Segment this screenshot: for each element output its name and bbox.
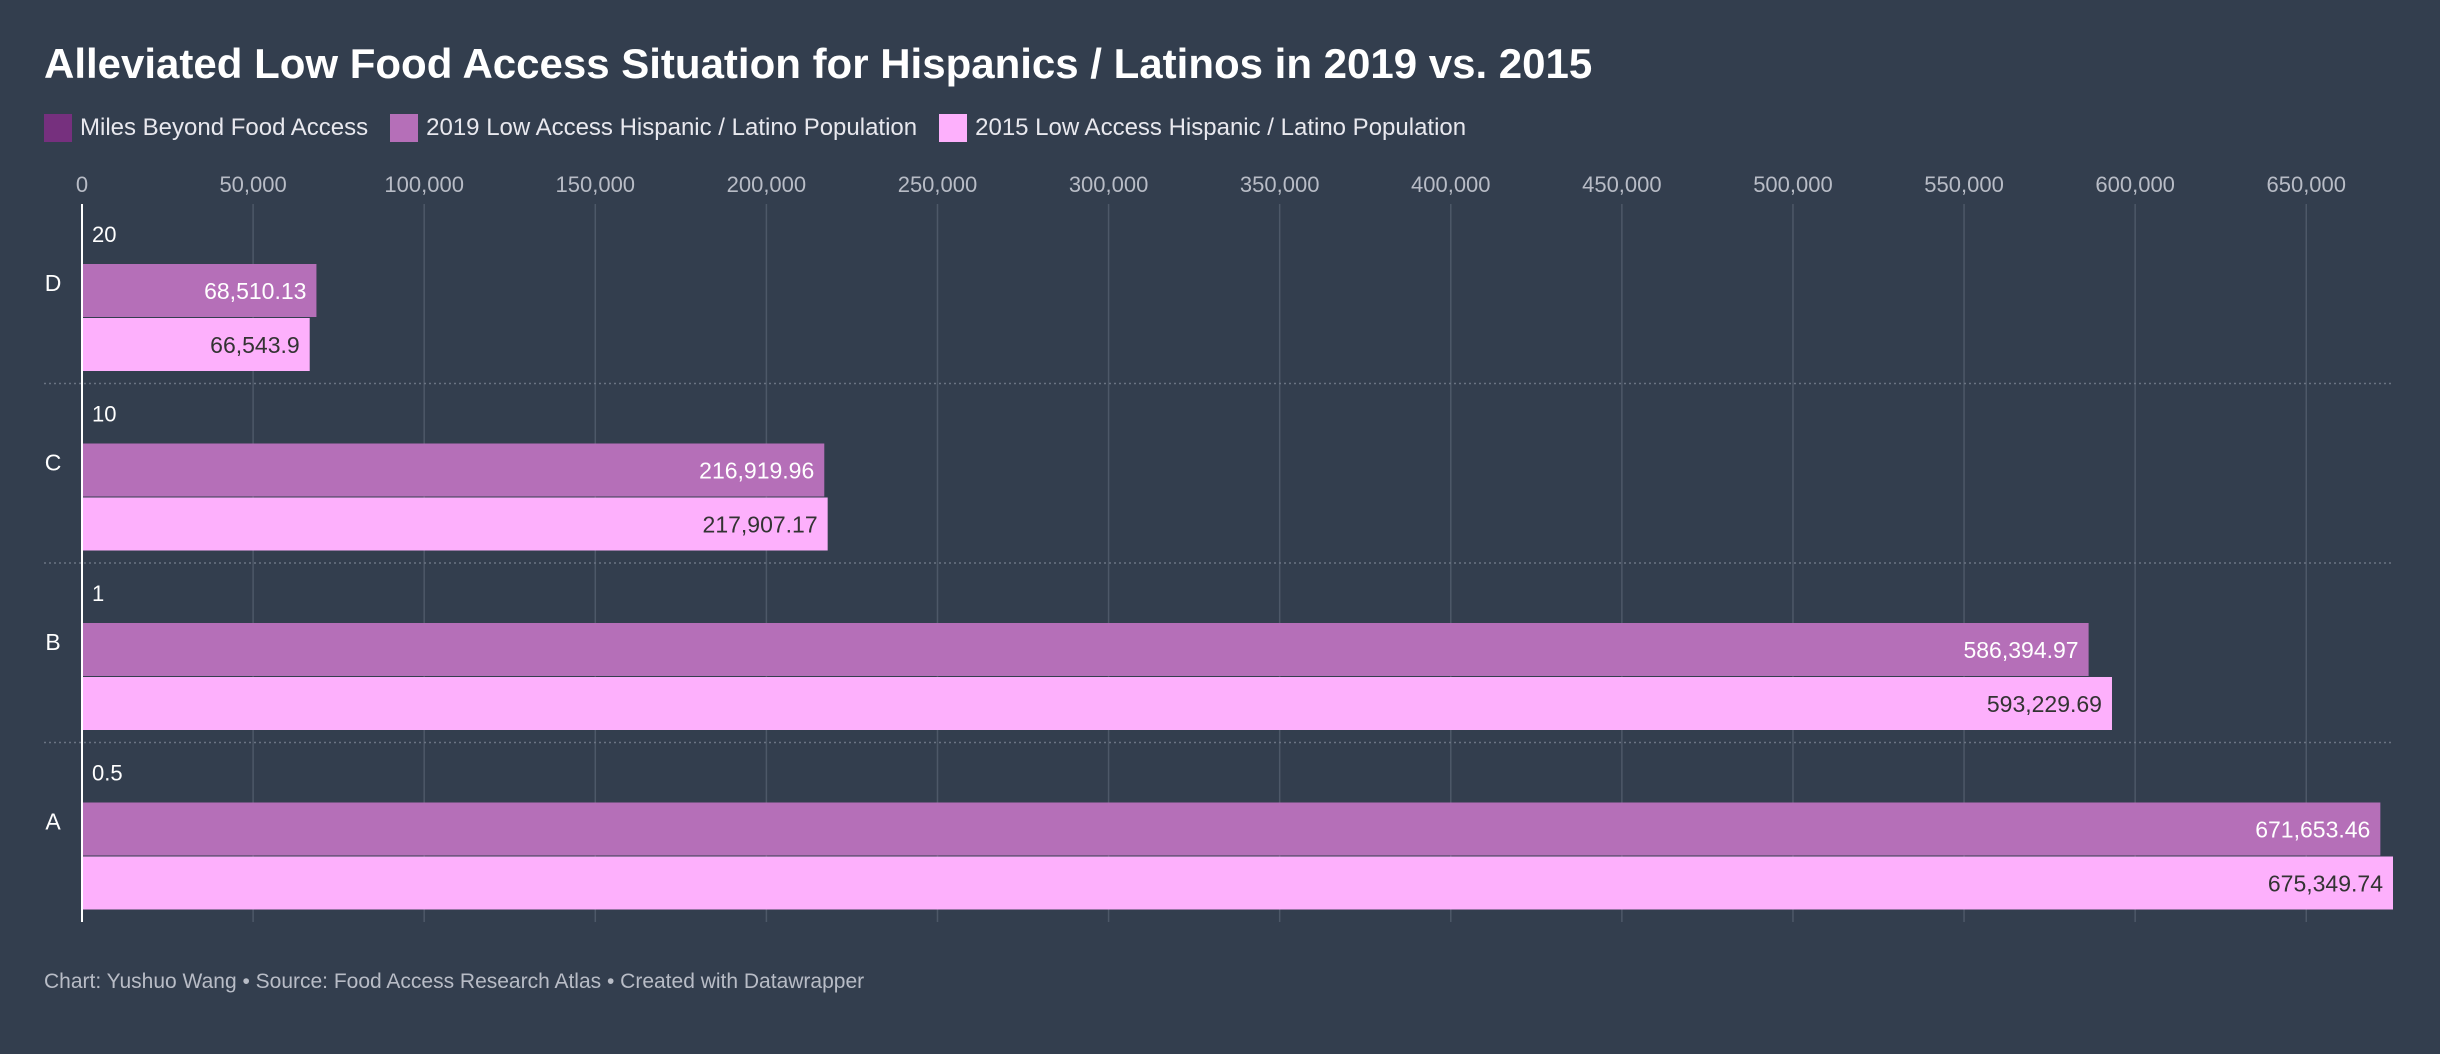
bar-2015: [82, 318, 310, 371]
chart-footer: Chart: Yushuo Wang • Source: Food Access…: [44, 970, 865, 993]
legend-item-2015: 2015 Low Access Hispanic / Latino Popula…: [939, 114, 1466, 142]
x-tick-label: 450,000: [1582, 172, 1662, 197]
bar-2015: [82, 856, 2393, 910]
legend-label-2019: 2019 Low Access Hispanic / Latino Popula…: [426, 114, 918, 141]
data-label-2019: 671,653.46: [2255, 817, 2370, 843]
chart-title: Alleviated Low Food Access Situation for…: [44, 40, 1593, 87]
legend: Miles Beyond Food Access 2019 Low Access…: [44, 114, 1488, 142]
legend-swatch-2015: [939, 114, 968, 142]
data-label-miles: 0.5: [92, 761, 123, 786]
x-tick-label: 650,000: [2266, 172, 2346, 197]
category-label: B: [45, 629, 60, 655]
data-label-miles: 20: [92, 222, 116, 247]
data-label-2019: 68,510.13: [204, 278, 306, 304]
x-tick-label: 50,000: [219, 172, 286, 197]
category-label: C: [45, 450, 62, 476]
x-tick-label: 500,000: [1753, 172, 1833, 197]
data-label-miles: 1: [92, 581, 104, 606]
x-tick-label: 400,000: [1411, 172, 1491, 197]
data-label-2015: 66,543.9: [210, 332, 300, 358]
x-tick-label: 0: [76, 172, 88, 197]
x-tick-label: 150,000: [556, 172, 636, 197]
x-tick-label: 250,000: [898, 172, 978, 197]
x-tick-label: 550,000: [1924, 172, 2004, 197]
bar-2015: [82, 497, 828, 551]
bar-2015: [82, 677, 2112, 730]
legend-label-miles: Miles Beyond Food Access: [80, 114, 369, 141]
bar-2019: [82, 802, 2381, 856]
x-tick-label: 300,000: [1069, 172, 1149, 197]
bar-2019: [82, 443, 825, 497]
legend-swatch-miles: [44, 114, 72, 142]
x-tick-label: 200,000: [727, 172, 807, 197]
legend-item-2019: 2019 Low Access Hispanic / Latino Popula…: [390, 114, 917, 142]
data-label-2019: 586,394.97: [1963, 637, 2078, 663]
data-label-2015: 217,907.17: [703, 512, 818, 538]
category-label: D: [45, 270, 62, 296]
legend-swatch-2019: [390, 114, 419, 142]
bar-2019: [82, 623, 2089, 676]
data-label-2015: 593,229.69: [1987, 691, 2102, 717]
legend-label-2015: 2015 Low Access Hispanic / Latino Popula…: [975, 114, 1467, 141]
legend-item-miles: Miles Beyond Food Access: [44, 114, 368, 142]
category-label: A: [45, 809, 61, 835]
data-label-2019: 216,919.96: [699, 458, 814, 484]
x-tick-label: 600,000: [2095, 172, 2175, 197]
bar-2019: [82, 264, 317, 317]
x-tick-label: 350,000: [1240, 172, 1320, 197]
x-tick-label: 100,000: [384, 172, 464, 197]
data-label-2015: 675,349.74: [2268, 871, 2383, 897]
data-label-miles: 10: [92, 402, 116, 427]
